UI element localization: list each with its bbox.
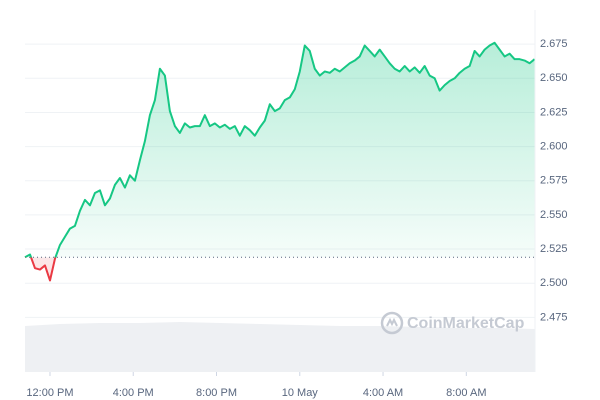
y-tick-label: 2.525: [540, 243, 568, 255]
watermark: CoinMarketCap: [380, 311, 525, 335]
x-tick-label: 8:00 AM: [446, 387, 486, 399]
plot: [24, 41, 536, 282]
x-tick-label: 4:00 PM: [113, 387, 154, 399]
y-tick-label: 2.575: [540, 175, 568, 187]
x-tick-label: 10 May: [282, 387, 319, 399]
x-tick-label: 12:00 PM: [26, 387, 73, 399]
x-tick-label: 8:00 PM: [196, 387, 237, 399]
price-area: [25, 42, 535, 281]
volume-area: [25, 322, 535, 372]
price-line: [24, 41, 536, 282]
y-tick-label: 2.600: [540, 141, 568, 153]
y-tick-label: 2.675: [540, 38, 568, 50]
y-tick-label: 2.650: [540, 72, 568, 84]
watermark-text: CoinMarketCap: [407, 315, 525, 332]
axes: 2.675 2.650 2.625 2.600 2.575 2.550 2.525 2.500…: [26, 10, 568, 399]
y-tick-label: 2.500: [540, 277, 568, 289]
y-tick-label: 2.625: [540, 106, 568, 118]
x-tick-label: 4:00 AM: [363, 387, 403, 399]
y-tick-label: 2.475: [540, 311, 568, 323]
y-tick-label: 2.550: [540, 209, 568, 221]
